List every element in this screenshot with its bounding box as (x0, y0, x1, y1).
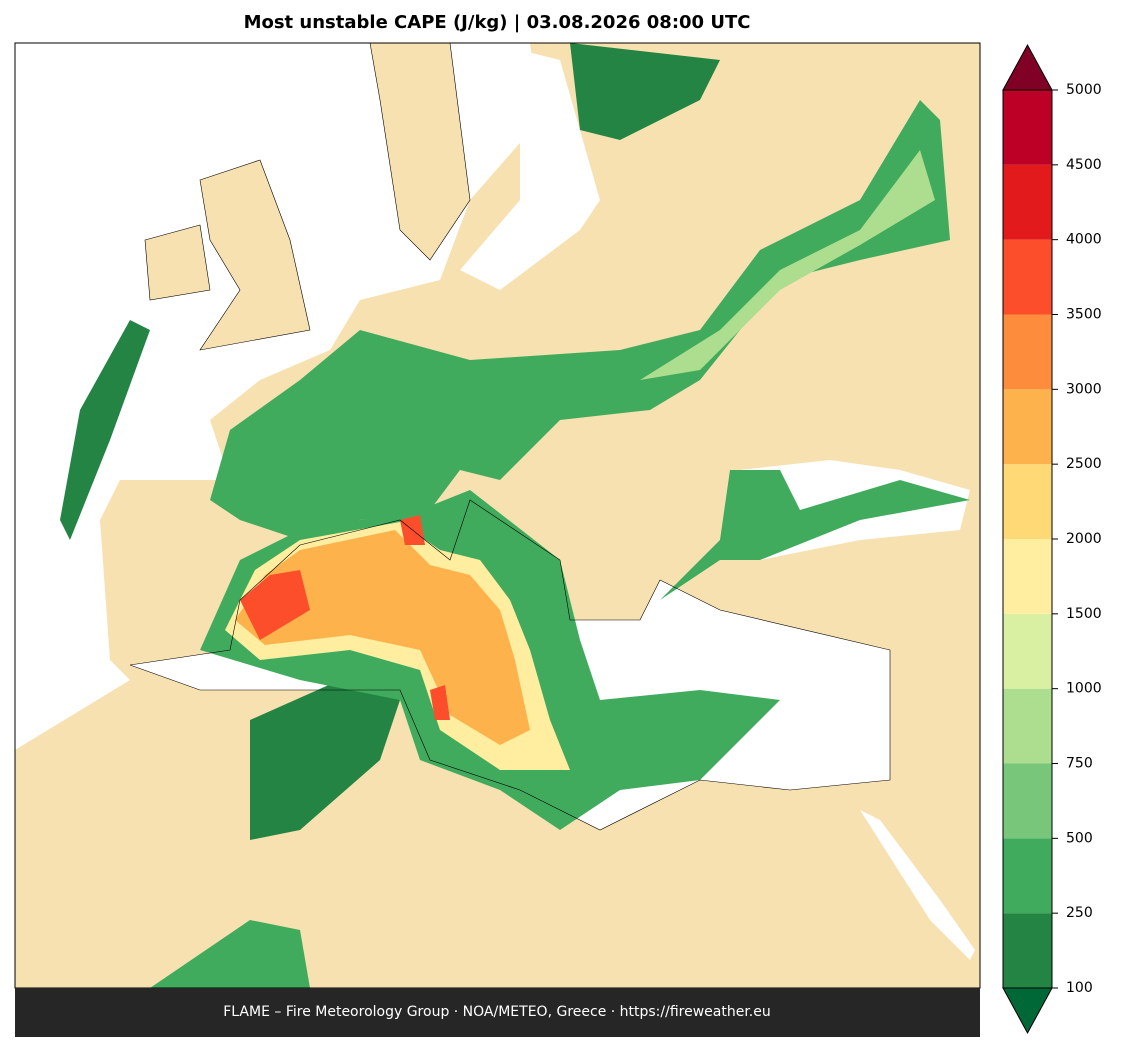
colorbar-segment (1003, 464, 1052, 539)
sea (860, 810, 975, 960)
colorbar-segment (1003, 688, 1052, 764)
footer-credit: FLAME – Fire Meteorology Group · NOA/MET… (223, 1004, 771, 1020)
cape-field (570, 43, 720, 140)
colorbar-segment (1003, 539, 1052, 614)
colorbar-segment (1003, 239, 1052, 315)
colorbar-segment (1003, 838, 1052, 914)
cape-field (150, 920, 310, 988)
cape-field (240, 570, 310, 640)
cape-field (430, 685, 450, 720)
colorbar-tick-label: 250 (1066, 905, 1093, 921)
land (369, 43, 471, 261)
land (144, 224, 211, 301)
colorbar-segment (1003, 314, 1052, 390)
cape-field (235, 530, 530, 745)
colorbar-tick-label: 1500 (1066, 606, 1102, 622)
colorbar-tick-label: 2000 (1066, 531, 1102, 547)
coastline (129, 499, 891, 831)
cape-field (210, 100, 950, 540)
map (14, 42, 981, 989)
colorbar-segment (1003, 389, 1052, 465)
colorbar-tick-label: 3000 (1066, 381, 1102, 397)
colorbar-segment (1003, 613, 1052, 689)
colorbar-segment (1003, 763, 1052, 839)
colorbar-segment (1003, 913, 1052, 988)
colorbar-extend-under (1002, 987, 1053, 1035)
colorbar-tick-label: 5000 (1066, 82, 1102, 98)
cape-field (660, 470, 970, 600)
colorbar-tick-label: 3500 (1066, 307, 1102, 323)
colorbar-tick-label: 4000 (1066, 232, 1102, 248)
sea (460, 50, 600, 290)
land (199, 159, 311, 351)
colorbar-tick-label: 500 (1066, 830, 1093, 846)
colorbar-segment (1003, 164, 1052, 240)
colorbar-tick-label: 2500 (1066, 456, 1102, 472)
colorbar-tick-label: 4500 (1066, 157, 1102, 173)
map-title: Most unstable CAPE (J/kg) | 03.08.2026 0… (244, 12, 751, 33)
colorbar: 100 250 500 750 1000 1500 2000 2500 3000 3500 4000… (1002, 43, 1102, 1035)
colorbar-extend-over (1002, 43, 1053, 91)
footer-band (15, 988, 980, 1037)
colorbar-tick-label: 100 (1066, 980, 1093, 996)
cape-field (60, 320, 150, 540)
colorbar-tick-label: 750 (1066, 756, 1093, 772)
colorbar-segment (1003, 90, 1052, 165)
cape-field (250, 680, 400, 840)
cape-field (640, 150, 935, 380)
colorbar-tick-label: 1000 (1066, 681, 1102, 697)
